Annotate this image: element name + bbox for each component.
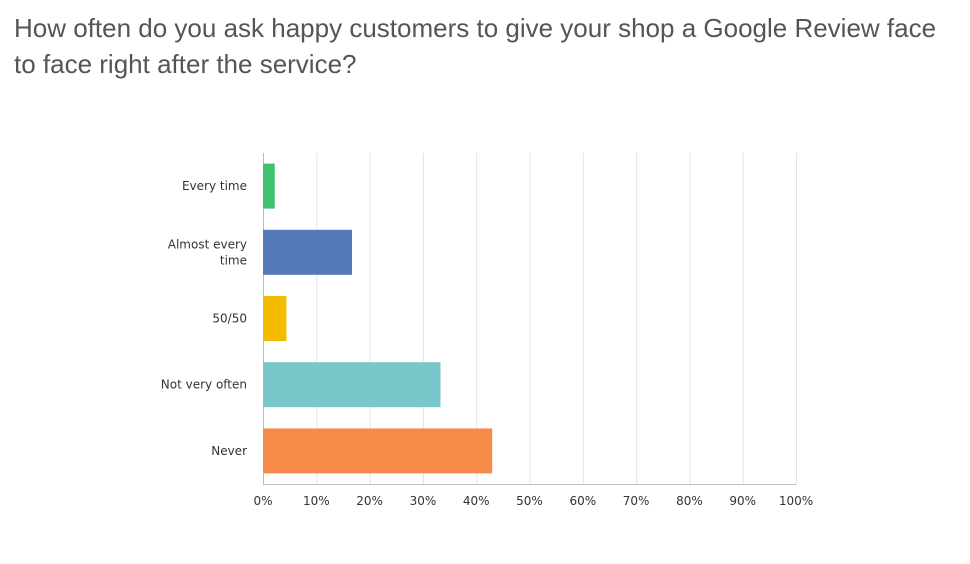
bar-not-very-often bbox=[263, 362, 441, 408]
tick-label-70: 70% bbox=[623, 494, 650, 508]
tick-label-100: 100% bbox=[779, 494, 813, 508]
tick-label-0: 0% bbox=[253, 494, 272, 508]
tick-label-90: 90% bbox=[729, 494, 756, 508]
tick-label-80: 80% bbox=[676, 494, 703, 508]
category-label-every-time: Every time bbox=[182, 179, 247, 193]
bar-every-time bbox=[263, 163, 275, 209]
tick-label-60: 60% bbox=[569, 494, 596, 508]
bar-never bbox=[263, 428, 493, 474]
bars bbox=[263, 163, 493, 474]
category-label-almost-every-time: Almost every time bbox=[168, 237, 247, 267]
tick-label-30: 30% bbox=[410, 494, 437, 508]
tick-label-20: 20% bbox=[356, 494, 383, 508]
question-title: How often do you ask happy customers to … bbox=[14, 13, 937, 79]
category-label-50-50: 50/50 bbox=[212, 312, 247, 326]
bar-50-50 bbox=[263, 296, 287, 341]
tick-label-10: 10% bbox=[303, 494, 330, 508]
category-label-never: Never bbox=[211, 444, 247, 458]
category-label-not-very-often: Not very often bbox=[161, 378, 247, 392]
x-axis-tick-labels: 0% 10% 20% 30% 40% 50% 60% 70% 80% 90% 100% bbox=[253, 494, 813, 508]
tick-label-40: 40% bbox=[463, 494, 490, 508]
bar-almost-every-time bbox=[263, 229, 353, 275]
tick-label-50: 50% bbox=[516, 494, 543, 508]
category-labels: Every time Almost every time 50/50 Not very … bbox=[161, 179, 247, 458]
